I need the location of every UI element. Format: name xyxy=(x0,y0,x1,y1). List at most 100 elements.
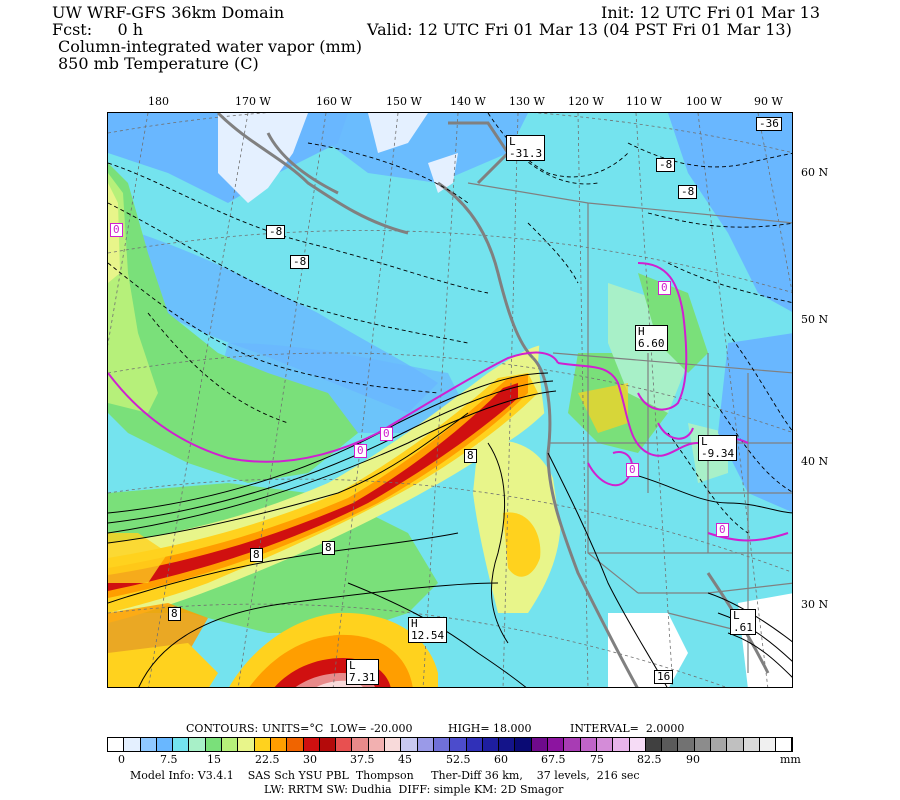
high-pressure-label: H 6.60 xyxy=(635,325,668,351)
contour-label: 8 xyxy=(464,449,477,463)
contours-caption: CONTOURS: xyxy=(186,722,259,735)
low-pressure-label: L -31.3 xyxy=(506,135,546,161)
temperature-contours xyxy=(108,372,792,687)
colorbar-label: mm xyxy=(780,753,801,766)
colorbar-label: 90 xyxy=(686,753,700,766)
colorbar-cell xyxy=(124,738,141,751)
low-pressure-label: L -9.34 xyxy=(698,435,738,461)
colorbar-label: 22.5 xyxy=(255,753,280,766)
lon-label: 110 W xyxy=(626,95,662,108)
low-value: -9.34 xyxy=(701,447,735,460)
colorbar-cell xyxy=(108,738,125,751)
colorbar-cell xyxy=(515,738,532,751)
low-caption: LOW= -20.000 xyxy=(330,722,413,735)
colorbar-cell xyxy=(662,738,679,751)
contour-label: -36 xyxy=(756,117,782,131)
contour-label: 16 xyxy=(654,670,674,684)
field-title-2: 850 mb Temperature (C) xyxy=(58,54,259,73)
low-marker: L xyxy=(733,609,740,622)
contour-label: 8 xyxy=(322,541,335,555)
contour-label: -8 xyxy=(266,225,286,239)
lon-label: 160 W xyxy=(316,95,352,108)
colorbar-cell xyxy=(368,738,386,751)
contour-label: -8 xyxy=(290,255,310,269)
colorbar-cell xyxy=(270,738,288,751)
zero-contour-label: 0 xyxy=(658,281,671,295)
low-value: 7.31 xyxy=(349,671,376,684)
low-marker: L xyxy=(509,135,516,148)
colorbar-cell xyxy=(694,738,711,751)
physics-info: LW: RRTM SW: Dudhia DIFF: simple KM: 2D … xyxy=(264,783,564,796)
colorbar-cell xyxy=(205,738,223,751)
zero-contour-label: 0 xyxy=(380,427,393,441)
colorbar-cell xyxy=(417,738,434,751)
field-title-1: Column-integrated water vapor (mm) xyxy=(58,37,363,56)
init-time: Init: 12 UTC Fri 01 Mar 13 xyxy=(601,3,820,22)
colorbar-cell xyxy=(450,738,467,751)
alaska-area xyxy=(218,113,308,203)
colorbar-label: 67.5 xyxy=(541,753,566,766)
colorbar-cell xyxy=(336,738,353,751)
lat-label: 40 N xyxy=(801,455,829,468)
colorbar-cell xyxy=(580,738,597,751)
colorbar-cell xyxy=(156,738,174,751)
contour-label: 8 xyxy=(250,548,263,562)
colorbar-cell xyxy=(173,738,190,751)
low-pressure-label: L .61 xyxy=(730,609,756,635)
low-marker: L xyxy=(349,659,356,672)
lon-label: 100 W xyxy=(686,95,722,108)
colorbar-cell xyxy=(629,738,646,751)
weather-map: L -31.3 H 6.60 L -9.34 H 12.54 L 7.31 L … xyxy=(107,112,793,688)
colorbar-cell xyxy=(254,738,271,751)
colorbar-cell xyxy=(531,738,549,751)
colorbar-cell xyxy=(710,738,728,751)
lon-label: 170 W xyxy=(235,95,271,108)
lon-label: 130 W xyxy=(509,95,545,108)
colorbar-cell xyxy=(189,738,206,751)
zero-contour-label: 0 xyxy=(716,523,729,537)
colorbar-label: 30 xyxy=(303,753,317,766)
colorbar-cell xyxy=(759,738,777,751)
colorbar-cell xyxy=(613,738,630,751)
colorbar-cell xyxy=(287,738,304,751)
contour-label: -8 xyxy=(678,185,698,199)
units-caption: UNITS=°C xyxy=(262,722,324,735)
colorbar-cell xyxy=(499,738,516,751)
colorbar-label: 75 xyxy=(590,753,604,766)
contour-label: -8 xyxy=(656,158,676,172)
colorbar-cell xyxy=(548,738,565,751)
colorbar-cell xyxy=(596,738,614,751)
valid-time: Valid: 12 UTC Fri 01 Mar 13 (04 PST Fri … xyxy=(367,20,792,39)
colorbar-cell xyxy=(482,738,500,751)
low-pressure-label: L 7.31 xyxy=(346,659,379,685)
interval-caption: INTERVAL= 2.0000 xyxy=(570,722,685,735)
lon-label: 140 W xyxy=(450,95,486,108)
colorbar-label: 52.5 xyxy=(446,753,471,766)
high-pressure-label: H 12.54 xyxy=(408,617,448,643)
high-caption: HIGH= 18.000 xyxy=(448,722,532,735)
lat-label: 60 N xyxy=(801,166,829,179)
colorbar-label: 82.5 xyxy=(637,753,662,766)
forecast-hour: Fcst: 0 h xyxy=(52,20,144,39)
colorbar-label: 7.5 xyxy=(160,753,178,766)
colorbar xyxy=(107,737,794,752)
colorbar-cell xyxy=(319,738,337,751)
colorbar-label: 15 xyxy=(207,753,221,766)
model-title: UW WRF-GFS 36km Domain xyxy=(52,3,285,22)
zero-contour-label: 0 xyxy=(626,463,639,477)
colorbar-label: 37.5 xyxy=(350,753,375,766)
colorbar-label: 45 xyxy=(398,753,412,766)
colorbar-cell xyxy=(222,738,239,751)
coastlines xyxy=(216,113,770,687)
high-value: 12.54 xyxy=(411,629,445,642)
colorbar-cell xyxy=(645,738,663,751)
lon-label: 90 W xyxy=(754,95,783,108)
high-marker: H xyxy=(638,325,645,338)
lon-label: 120 W xyxy=(568,95,604,108)
colorbar-cell xyxy=(466,738,483,751)
map-canvas xyxy=(108,113,792,687)
colorbar-label: 0 xyxy=(118,753,125,766)
lat-label: 50 N xyxy=(801,313,829,326)
low-marker: L xyxy=(701,435,708,448)
lon-label: 150 W xyxy=(386,95,422,108)
